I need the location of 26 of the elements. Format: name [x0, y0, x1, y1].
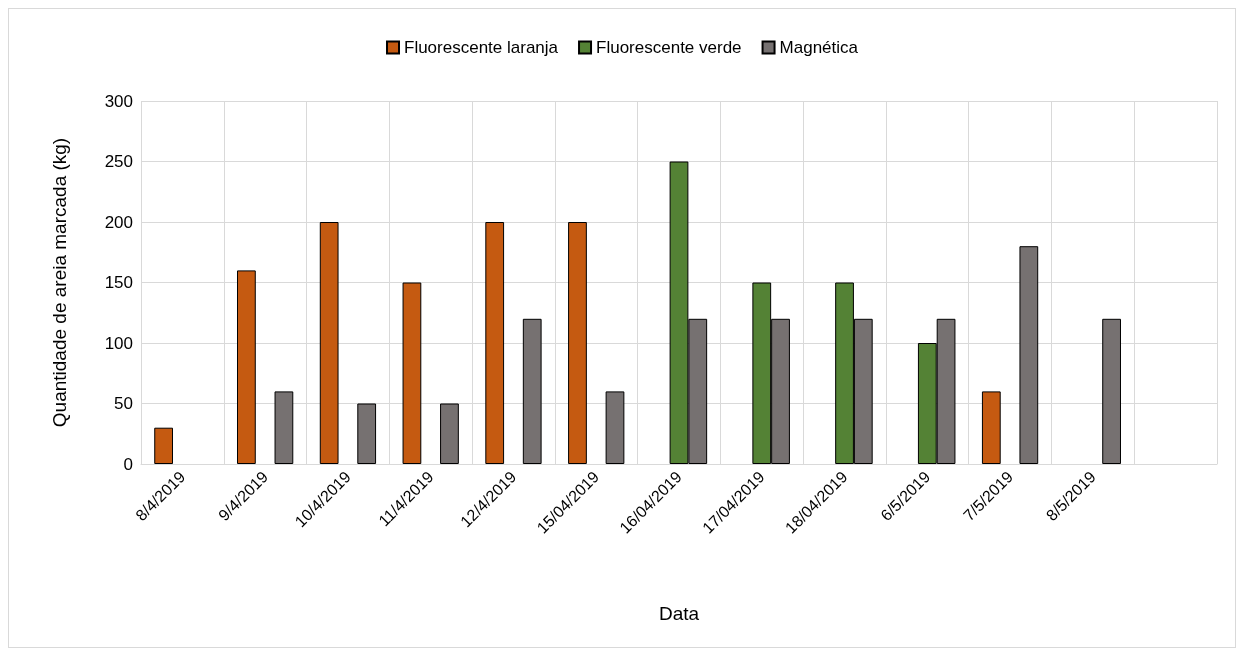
bar [237, 270, 256, 464]
bar [440, 403, 459, 464]
bar [485, 222, 505, 464]
legend-label: Fluorescente verde [596, 38, 742, 57]
bar [1019, 246, 1039, 464]
bar [274, 391, 294, 464]
y-tick-label: 150 [104, 273, 133, 292]
x-axis-title: Data [658, 603, 700, 624]
bar [1102, 318, 1121, 464]
y-tick-label: 0 [123, 454, 133, 474]
y-tick-label: 300 [104, 91, 133, 111]
bar [568, 222, 587, 464]
y-tick-label: 100 [104, 333, 133, 353]
bar [357, 403, 377, 464]
y-tick-label: 200 [104, 212, 133, 232]
y-axis-title: Quantidade de areia marcada (kg) [49, 137, 70, 428]
legend-label: Magnética [779, 38, 859, 57]
bar [154, 427, 173, 464]
bar [319, 222, 339, 464]
bar [981, 391, 1001, 464]
y-tick-label: 250 [104, 152, 133, 171]
bar [522, 318, 542, 464]
legend-label: Fluorescente laranja [404, 38, 559, 57]
bar [605, 391, 625, 464]
y-tick-label: 50 [114, 394, 133, 413]
bar [402, 282, 422, 464]
